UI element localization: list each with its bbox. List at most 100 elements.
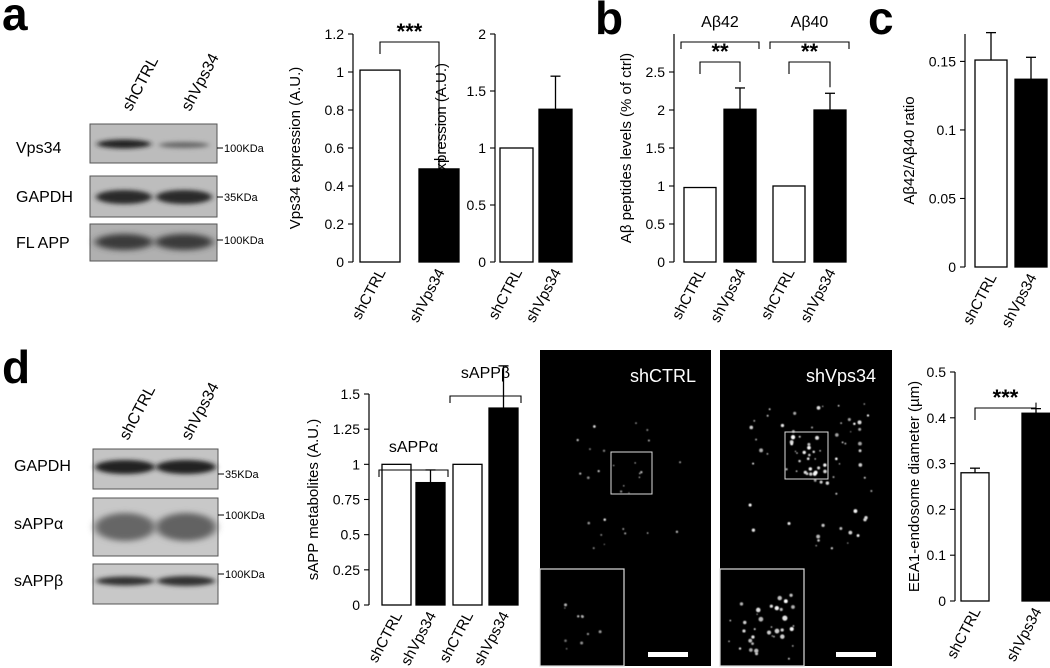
endosome-punctum	[808, 453, 811, 457]
endosome-punctum	[579, 472, 582, 475]
endosome-punctum	[587, 521, 591, 525]
chart-e-y-axis-label: EEA1-endosome diameter (µm)	[906, 381, 923, 592]
endosome-punctum	[600, 533, 603, 536]
endosome-punctum	[770, 626, 773, 628]
chart-a2-y-tick-label: 2	[478, 26, 486, 42]
chart-a2-x-tick-label: shVps34	[523, 266, 565, 326]
chart-d-y-tick-label: 0.5	[341, 527, 361, 543]
endosome-punctum	[821, 523, 825, 527]
chart-e-bar	[960, 472, 990, 602]
chart-e-y-tick-label: 0.1	[927, 547, 947, 563]
endosome-punctum	[791, 605, 795, 609]
endosome-punctum	[835, 492, 838, 495]
endosome-punctum	[823, 469, 827, 474]
endosome-punctum	[787, 657, 790, 660]
endosome-punctum	[576, 438, 579, 442]
endosome-punctum	[751, 528, 756, 532]
endosome-punctum	[809, 472, 813, 476]
endosome-punctum	[858, 441, 862, 446]
chart-b-bar	[772, 185, 806, 263]
western-blot-a: shCTRL shVps34 Vps34 GAPDH FL APP 100KDa…	[16, 51, 265, 262]
endosome-punctum	[858, 427, 862, 431]
chart-b-group-bracket	[769, 41, 850, 49]
chart-a1-y-tick-label: 0.8	[325, 102, 345, 118]
endosome-punctum	[810, 426, 814, 429]
endosome-punctum	[817, 539, 820, 542]
endosome-punctum	[793, 411, 797, 415]
endosome-punctum	[564, 639, 567, 643]
chart-b-x-tick-label: shCTRL	[758, 266, 799, 323]
endosome-punctum	[838, 463, 841, 465]
endosome-punctum	[830, 547, 834, 550]
chart-a1-significance-bracket	[379, 41, 440, 154]
endosome-punctum	[564, 607, 566, 609]
chart-d-group-label: sAPPα	[389, 439, 438, 456]
endosome-punctum	[768, 408, 771, 411]
micrograph-shvps34-puncta	[748, 403, 873, 550]
endosome-punctum	[728, 640, 730, 643]
endosome-punctum	[759, 448, 764, 453]
blot-a-marker-3: 100KDa	[224, 235, 265, 247]
endosome-punctum	[807, 445, 811, 450]
chart-b-y-tick-label: 0.5	[646, 216, 666, 232]
chart-d-y-tick-label: 0	[352, 597, 360, 613]
endosome-punctum	[858, 449, 862, 453]
endosome-punctum	[835, 433, 839, 437]
endosome-punctum	[806, 457, 810, 461]
chart-b-bar	[723, 108, 757, 263]
endosome-punctum	[777, 595, 782, 601]
endosome-punctum	[729, 619, 732, 622]
chart-d-group-label: sAPPβ	[461, 365, 510, 382]
micrograph-shctrl-puncta	[576, 422, 682, 550]
blot-a-band	[155, 234, 213, 250]
micrograph-shvps34-label: shVps34	[806, 366, 876, 386]
chart-d-group-bracket	[378, 469, 449, 477]
endosome-punctum	[766, 414, 769, 417]
panel-letter-a: a	[2, 0, 28, 40]
endosome-punctum	[634, 462, 636, 464]
chart-b-group-label: Aβ40	[791, 14, 829, 31]
blot-d-band	[156, 513, 216, 541]
endosome-punctum	[853, 509, 858, 513]
chart-d-bar	[452, 463, 483, 606]
endosome-punctum	[603, 543, 605, 545]
endosome-punctum	[675, 530, 679, 534]
endosome-punctum	[808, 467, 813, 471]
chart-b-y-tick-label: 0	[657, 254, 665, 270]
endosome-punctum	[754, 648, 759, 653]
chart-b-group-bracket	[680, 41, 760, 49]
endosome-punctum	[813, 470, 818, 475]
chart-b-significance-label: **	[801, 39, 819, 64]
endosome-punctum	[782, 615, 788, 621]
chart-d-y-tick-label: 0.25	[333, 562, 360, 578]
chart-b-group-label: Aβ42	[701, 14, 739, 31]
chart-a1-y-tick-label: 1.2	[325, 26, 345, 42]
endosome-punctum	[749, 425, 754, 430]
endosome-punctum	[848, 530, 853, 535]
endosome-punctum	[819, 449, 821, 452]
micrograph-shctrl: shCTRL	[539, 350, 711, 667]
endosome-punctum	[798, 435, 801, 438]
chart-c-x-tick-label: shVps34	[998, 271, 1040, 331]
chart-e-significance-label: ***	[993, 385, 1019, 410]
endosome-punctum	[622, 528, 625, 530]
endosome-punctum	[628, 492, 630, 494]
blot-d-band	[157, 576, 215, 586]
endosome-punctum	[780, 423, 785, 428]
endosome-punctum	[753, 628, 756, 631]
endosome-punctum	[856, 534, 860, 537]
chart-d-y-tick-label: 1	[352, 456, 360, 472]
endosome-punctum	[597, 470, 600, 473]
endosome-punctum	[589, 448, 591, 451]
blot-a-marker-2: 35KDa	[224, 192, 259, 204]
chart-a2-bar	[499, 147, 534, 263]
endosome-punctum	[758, 616, 764, 622]
blot-d-band	[95, 460, 155, 474]
endosome-punctum	[817, 466, 821, 470]
chart-a1-y-axis-label: Vps34 expression (A.U.)	[287, 67, 304, 230]
chart-a1-y-tick-label: 1	[336, 64, 344, 80]
endosome-punctum	[755, 652, 759, 656]
chart-b-x-tick-label: shVps34	[707, 266, 749, 326]
endosome-punctum	[576, 615, 580, 618]
endosome-punctum	[789, 593, 793, 597]
